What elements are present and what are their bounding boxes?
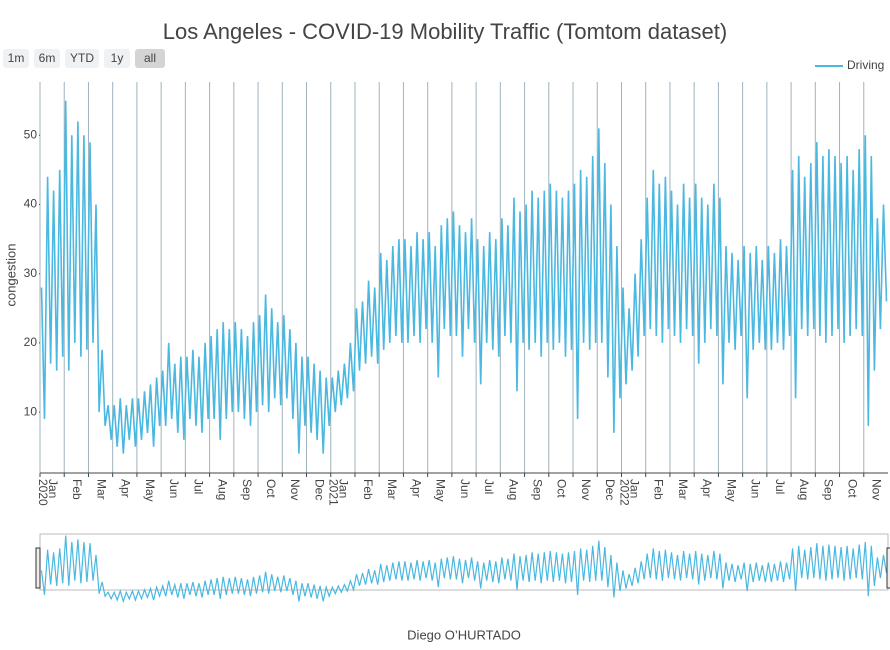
y-axis-title: congestion bbox=[3, 244, 18, 307]
x-tick-label: May bbox=[434, 479, 448, 502]
x-tick-label: Sep bbox=[531, 479, 545, 501]
x-tick-label: Sep bbox=[821, 479, 835, 501]
range-button[interactable] bbox=[3, 49, 29, 68]
x-tick-label: Apr bbox=[119, 479, 133, 498]
x-tick-label: Mar bbox=[94, 479, 108, 500]
x-tick-label: Jul bbox=[482, 479, 496, 494]
x-tick-label: Feb bbox=[652, 479, 666, 500]
x-year-label: 2022 bbox=[617, 479, 631, 506]
x-tick-label: Jan bbox=[337, 479, 351, 498]
x-tick-label: May bbox=[724, 479, 738, 502]
x-tick-label: Oct bbox=[845, 479, 859, 498]
x-tick-label: Jan bbox=[627, 479, 641, 498]
range-slider bbox=[39, 533, 889, 591]
x-tick-label: Apr bbox=[409, 479, 423, 498]
range-button-label[interactable]: YTD bbox=[70, 51, 94, 65]
y-tick-label: 50 bbox=[24, 127, 38, 141]
y-tick-label: 30 bbox=[24, 266, 38, 280]
x-tick-label: Oct bbox=[555, 479, 569, 498]
range-button-label[interactable]: 6m bbox=[39, 51, 56, 65]
x-tick-label: May bbox=[143, 479, 157, 502]
x-axis-title: Diego O’HURTADO bbox=[407, 627, 521, 642]
line bbox=[40, 100, 888, 454]
x-tick-label: Dec bbox=[312, 479, 326, 500]
x-tick-label: Aug bbox=[216, 479, 230, 500]
y-tick-label: 20 bbox=[24, 335, 38, 349]
x-tick-label: Jan bbox=[46, 479, 60, 498]
slider-line bbox=[40, 535, 888, 604]
chart-title: Los Angeles - COVID-19 Mobility Traffic … bbox=[163, 19, 727, 44]
x-tick-label: Jul bbox=[773, 479, 787, 494]
x-tick-label: Nov bbox=[579, 479, 593, 500]
x-year-label: 2020 bbox=[36, 479, 50, 506]
x-tick-label: Oct bbox=[264, 479, 278, 498]
legend-label: Driving bbox=[847, 58, 884, 72]
x-tick-label: Aug bbox=[506, 479, 520, 500]
x-tick-label: Mar bbox=[385, 479, 399, 500]
range-button[interactable] bbox=[34, 49, 60, 68]
x-tick-label: Jun bbox=[458, 479, 472, 498]
x-tick-label: Feb bbox=[70, 479, 84, 500]
y-tick-label: 40 bbox=[24, 197, 38, 211]
x-tick-label: Jun bbox=[167, 479, 181, 498]
range-button-label[interactable]: 1m bbox=[8, 51, 25, 65]
x-tick-label: Nov bbox=[288, 479, 302, 500]
x-year-label: 2021 bbox=[327, 479, 341, 506]
y-tick-label: 10 bbox=[24, 404, 38, 418]
x-tick-label: Feb bbox=[361, 479, 375, 500]
slider-handle[interactable] bbox=[886, 547, 890, 589]
x-tick-label: Jul bbox=[191, 479, 205, 494]
x-tick-label: Dec bbox=[603, 479, 617, 500]
x-tick-label: Aug bbox=[797, 479, 811, 500]
range-button[interactable] bbox=[135, 49, 165, 68]
slider-handle[interactable] bbox=[35, 547, 41, 589]
x-tick-label: Mar bbox=[676, 479, 690, 500]
range-button-label[interactable]: all bbox=[144, 51, 156, 65]
range-button-label[interactable]: 1y bbox=[111, 51, 124, 65]
x-tick-label: Apr bbox=[700, 479, 714, 498]
x-tick-label: Nov bbox=[870, 479, 884, 500]
x-tick-label: Jun bbox=[749, 479, 763, 498]
range-button[interactable] bbox=[65, 49, 99, 68]
x-tick-label: Sep bbox=[240, 479, 254, 501]
range-button[interactable] bbox=[104, 49, 130, 68]
